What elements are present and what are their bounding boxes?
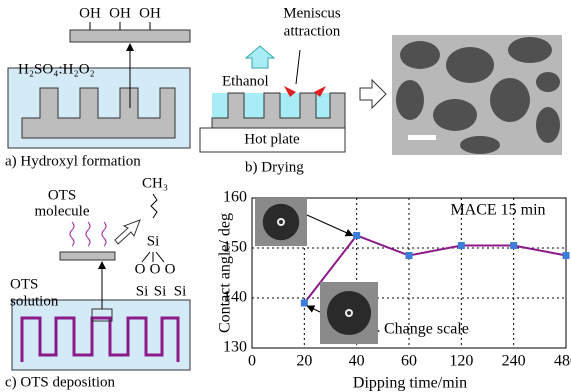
marker <box>406 252 413 259</box>
panel-a: OH OH OH H₂SO₄:H₂O₂ a) Hydroxyl formatio… <box>5 5 190 169</box>
pointer <box>307 306 320 312</box>
y-tick-label: 130 <box>223 339 247 356</box>
silicon: Si <box>147 233 160 249</box>
figure: OH OH OH H₂SO₄:H₂O₂ a) Hydroxyl formatio… <box>0 0 571 392</box>
marker <box>510 242 517 249</box>
droplet <box>263 204 299 240</box>
caption: c) OTS deposition <box>5 374 115 390</box>
x-tick-label: 120 <box>449 353 473 370</box>
marker <box>301 300 308 307</box>
arrow <box>360 80 386 108</box>
reagent: H₂SO₄:H₂O₂ <box>18 61 95 77</box>
chart: Dipping time/min Contact angle/ deg MACE… <box>217 189 571 392</box>
methyl: CH₃ <box>142 175 168 191</box>
meniscus: Meniscus <box>283 5 341 21</box>
substrate-si: Si <box>154 283 167 299</box>
caption: a) Hydroxyl formation <box>5 153 141 169</box>
scale-bar <box>408 135 436 140</box>
oxygen: O <box>165 261 176 277</box>
caption: b) Drying <box>245 159 304 175</box>
x-tick-label: 20 <box>296 353 312 370</box>
panel-b: Hot plate Ethanol Meniscus attraction b)… <box>200 5 562 175</box>
y-tick-label: 140 <box>223 289 247 306</box>
marker <box>353 232 360 239</box>
x-axis-label: Dipping time/min <box>353 375 467 392</box>
x-tick-label: 40 <box>349 353 365 370</box>
oxygen: O <box>150 261 161 277</box>
arrow <box>115 220 140 244</box>
y-tick-label: 150 <box>223 239 247 256</box>
hot-plate-label: Hot plate <box>244 131 300 147</box>
y-axis-label: Contact angle/ deg <box>217 213 234 333</box>
x-tick-label: 480 <box>554 353 571 370</box>
x-tick-label: 0 <box>248 353 256 370</box>
ots-chains <box>70 222 106 246</box>
pointer <box>307 215 353 236</box>
solvent: Ethanol <box>222 73 269 89</box>
oxygen: O <box>135 261 146 277</box>
meniscus: attraction <box>284 23 341 39</box>
molecule: molecule <box>35 203 90 219</box>
x-tick-label: 60 <box>401 353 417 370</box>
solution: OTS <box>10 276 38 292</box>
x-tick-label: 240 <box>502 353 526 370</box>
evaporation-arrow <box>246 46 274 68</box>
hydroxyl: OH <box>109 5 131 21</box>
plate <box>70 30 190 42</box>
plate <box>60 252 115 260</box>
substrate-si: Si <box>174 283 187 299</box>
molecule: OTS <box>48 187 76 203</box>
annotation: Change scale <box>384 321 469 338</box>
marker <box>563 252 570 259</box>
substrate-si: Si <box>136 283 149 299</box>
droplet <box>327 291 371 335</box>
marker <box>458 242 465 249</box>
annotation: MACE 15 min <box>450 202 545 219</box>
solution: solution <box>10 293 59 309</box>
y-tick-label: 160 <box>223 189 247 206</box>
hydroxyl: OH <box>139 5 161 21</box>
hydroxyl: OH <box>79 5 101 21</box>
panel-c: OTS molecule CH₃ Si O O O Si Si Si OTS s… <box>5 175 190 390</box>
